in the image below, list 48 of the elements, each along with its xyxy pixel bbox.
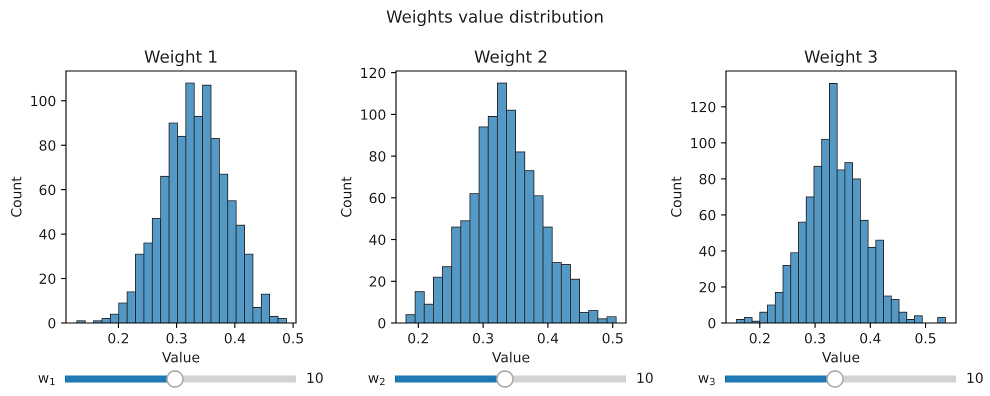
x-axis-title: Value [492, 352, 530, 362]
y-axis-title: Count [671, 176, 682, 217]
y-tick-label: 60 [40, 184, 56, 196]
text: w$_{3}$ [698, 375, 715, 386]
x-tick-label: 0.4 [224, 332, 246, 344]
x-tick-label: 0.2 [750, 332, 770, 344]
x-axis-title: Value [162, 352, 200, 362]
y-tick-label: 60 [370, 192, 386, 204]
y-tick-label: 0 [378, 318, 386, 328]
text: 10 [308, 372, 323, 384]
y-axis-title: Count [11, 176, 22, 217]
text: 10 [638, 372, 653, 384]
x-tick-label: 0.4 [860, 332, 881, 344]
x-tick-label: 0.5 [282, 332, 303, 344]
y-tick-label: 40 [39, 229, 56, 240]
x-tick-label: 0.2 [408, 332, 428, 344]
x-tick-label: 0.5 [915, 332, 936, 344]
text: w$_{1}$ [38, 375, 55, 386]
chart-title: Weight 3 [804, 50, 877, 66]
y-tick-label: 20 [700, 282, 716, 292]
x-tick-label: 0.5 [602, 332, 623, 344]
y-axis-title: Count [341, 176, 352, 217]
y-tick-label: 100 [31, 96, 56, 106]
y-tick-label: 60 [700, 210, 716, 220]
text: 10 [968, 372, 983, 384]
y-tick-label: 80 [370, 151, 386, 162]
y-tick-label: 120 [361, 68, 386, 78]
y-tick-label: 100 [361, 109, 386, 120]
y-tick-label: 20 [40, 274, 56, 284]
y-tick-label: 120 [691, 102, 716, 112]
x-tick-label: 0.4 [538, 332, 558, 344]
y-tick-label: 0 [48, 318, 56, 328]
y-tick-label: 80 [700, 174, 716, 184]
y-tick-label: 80 [40, 140, 56, 151]
chart-title: Weight 2 [474, 50, 546, 66]
x-tick-label: 0.3 [804, 332, 825, 344]
x-tick-label: 0.3 [472, 332, 494, 344]
x-tick-label: 0.3 [166, 332, 187, 344]
y-tick-label: 100 [691, 138, 716, 148]
text: w$_{2}$ [368, 375, 385, 386]
y-tick-label: 20 [370, 276, 386, 287]
x-tick-label: 0.2 [108, 332, 128, 344]
y-tick-label: 40 [699, 246, 716, 256]
y-tick-label: 40 [369, 234, 386, 246]
text: Weights value distribution [386, 10, 603, 26]
y-tick-label: 0 [708, 318, 716, 328]
chart-title: Weight 1 [144, 50, 216, 66]
x-axis-title: Value [822, 352, 860, 362]
